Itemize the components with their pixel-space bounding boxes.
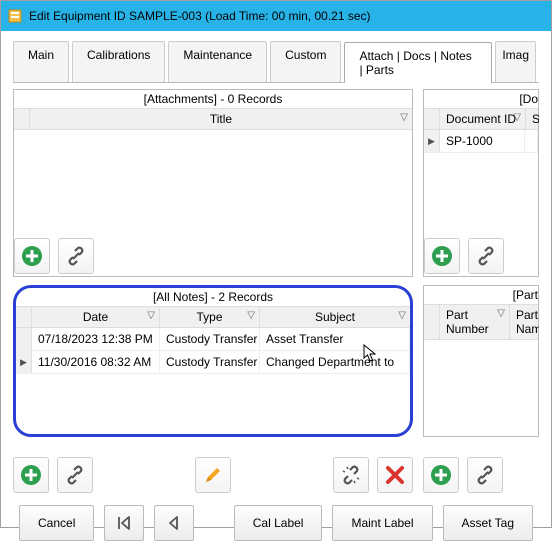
table-row[interactable]: ▶ SP-1000	[424, 130, 538, 153]
table-row[interactable]: 07/18/2023 12:38 PM Custody Transfer Ass…	[16, 328, 410, 351]
bottom-button-bar: Cancel Cal Label Maint Label Asset Tag	[13, 495, 539, 547]
cancel-button[interactable]: Cancel	[19, 505, 94, 541]
row-indicator-icon: ▶	[16, 351, 32, 373]
cell-subject: Changed Department to	[260, 351, 410, 373]
asset-tag-button[interactable]: Asset Tag	[443, 505, 533, 541]
filter-icon[interactable]: ▽	[247, 310, 255, 321]
parts-link-button[interactable]	[467, 457, 503, 493]
notes-pane: [All Notes] - 2 Records Date▽ Type▽ Subj…	[13, 285, 413, 437]
nav-prev-button[interactable]	[154, 505, 194, 541]
cell-type: Custody Transfer	[160, 351, 260, 373]
notes-col-date[interactable]: Date▽	[32, 307, 160, 327]
parts-col-name[interactable]: Part Name	[510, 305, 539, 339]
tab-calibrations[interactable]: Calibrations	[72, 41, 165, 82]
attachments-link-button[interactable]	[58, 238, 94, 274]
notes-col-subject[interactable]: Subject▽	[260, 307, 410, 327]
notes-col-type[interactable]: Type▽	[160, 307, 260, 327]
attachments-col-title[interactable]: Title ▽	[30, 109, 412, 129]
documents-link-button[interactable]	[468, 238, 504, 274]
filter-icon[interactable]: ▽	[400, 112, 408, 123]
filter-icon[interactable]: ▽	[398, 310, 406, 321]
filter-icon[interactable]: ▽	[513, 112, 521, 123]
notes-link-button[interactable]	[57, 457, 93, 493]
cell-doc-id: SP-1000	[440, 130, 525, 152]
tab-strip: Main Calibrations Maintenance Custom Att…	[13, 41, 539, 83]
filter-icon[interactable]: ▽	[147, 310, 155, 321]
cell-doc-s	[525, 130, 538, 152]
attachments-add-button[interactable]	[14, 238, 50, 274]
parts-title: [Part	[424, 286, 538, 304]
notes-delete-button[interactable]	[377, 457, 413, 493]
row-indicator-icon: ▶	[424, 130, 440, 152]
tab-main[interactable]: Main	[13, 41, 69, 82]
tab-images[interactable]: Imag	[495, 41, 536, 82]
documents-col-id[interactable]: Document ID▽	[440, 109, 526, 129]
attachments-title: [Attachments] - 0 Records	[14, 90, 412, 108]
title-bar: Edit Equipment ID SAMPLE-003 (Load Time:…	[1, 1, 551, 31]
tab-maintenance[interactable]: Maintenance	[168, 41, 267, 82]
documents-pane: [Do Document ID▽ S ▶ SP-1000	[423, 89, 539, 277]
maint-label-button[interactable]: Maint Label	[332, 505, 432, 541]
table-row[interactable]: ▶ 11/30/2016 08:32 AM Custody Transfer C…	[16, 351, 410, 374]
nav-first-button[interactable]	[104, 505, 144, 541]
documents-col-s[interactable]: S	[526, 109, 539, 129]
parts-pane: [Part Part Number▽ Part Name	[423, 285, 539, 437]
cell-type: Custody Transfer	[160, 328, 260, 350]
cell-date: 11/30/2016 08:32 AM	[32, 351, 160, 373]
parts-add-button[interactable]	[423, 457, 459, 493]
filter-icon[interactable]: ▽	[497, 308, 505, 319]
tab-custom[interactable]: Custom	[270, 41, 341, 82]
notes-unlink-button[interactable]	[333, 457, 369, 493]
cell-subject: Asset Transfer	[260, 328, 410, 350]
cell-date: 07/18/2023 12:38 PM	[32, 328, 160, 350]
cal-label-button[interactable]: Cal Label	[234, 505, 323, 541]
notes-title: [All Notes] - 2 Records	[16, 288, 410, 306]
tab-attach-docs-notes-parts[interactable]: Attach | Docs | Notes | Parts	[344, 42, 492, 83]
app-icon	[7, 8, 23, 24]
notes-add-button[interactable]	[13, 457, 49, 493]
attachments-pane: [Attachments] - 0 Records Title ▽	[13, 89, 413, 277]
notes-edit-button[interactable]	[195, 457, 231, 493]
documents-add-button[interactable]	[424, 238, 460, 274]
window-title: Edit Equipment ID SAMPLE-003 (Load Time:…	[29, 9, 371, 23]
parts-col-number[interactable]: Part Number▽	[440, 305, 510, 339]
attachments-grid-body	[14, 130, 412, 232]
documents-title: [Do	[424, 90, 538, 108]
